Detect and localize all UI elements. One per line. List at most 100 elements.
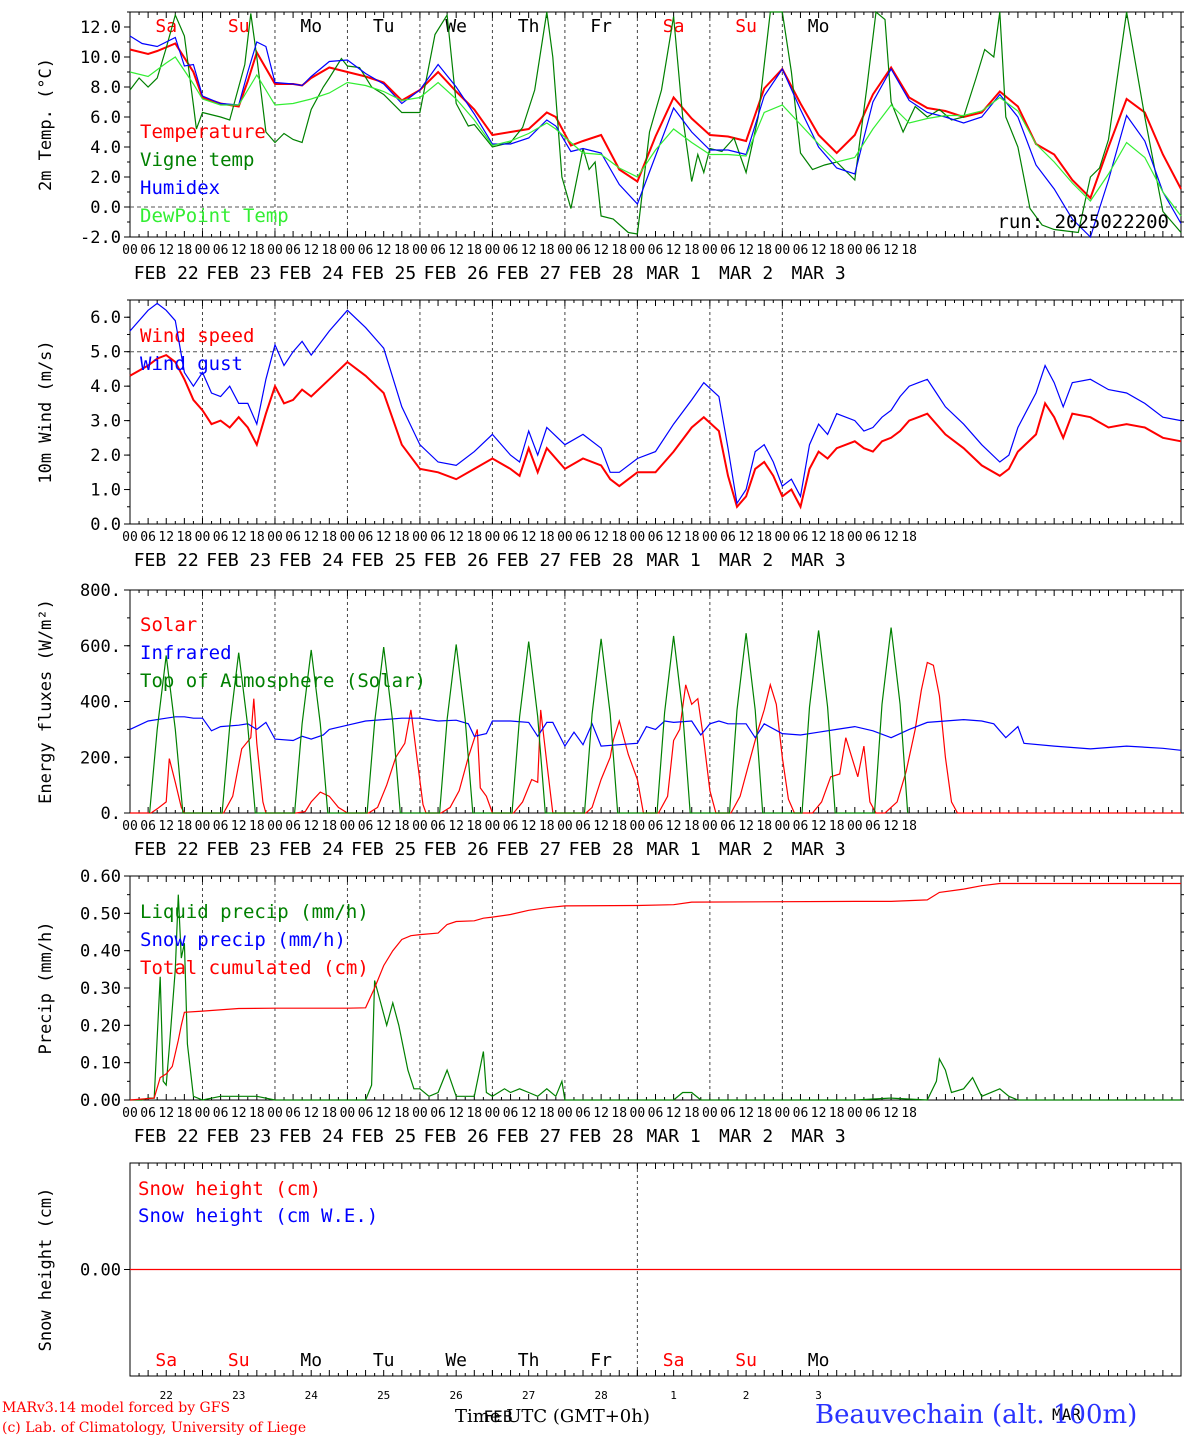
panel-1: -2.0 0.0 2.0 4.0 6.0 8.0 10.0 12.0 2m Temp. (°C)… xyxy=(36,10,1184,284)
hour-tick-label: 12 xyxy=(883,819,899,834)
hour-tick-label: 06 xyxy=(503,819,519,834)
hour-tick-label: 06 xyxy=(285,819,301,834)
hour-tick-label: 12 xyxy=(593,1106,609,1121)
date-label: FEB 23 xyxy=(206,263,271,284)
weekday-label: Su xyxy=(228,16,250,37)
hour-tick-label: 06 xyxy=(285,243,301,258)
hour-tick-label: 12 xyxy=(448,819,464,834)
hour-tick-label: 06 xyxy=(575,530,591,545)
hour-tick-label: 00 xyxy=(412,1106,428,1121)
hour-tick-label: 06 xyxy=(430,819,446,834)
hour-tick-label: 12 xyxy=(303,243,319,258)
hour-tick-label: 12 xyxy=(231,243,247,258)
month-label-mar: MAR xyxy=(1052,1405,1081,1424)
date-label: FEB 24 xyxy=(279,550,344,571)
day-number-label: 22 xyxy=(160,1389,173,1402)
y-tick-label: 10.0 xyxy=(80,48,121,68)
hour-tick-label: 00 xyxy=(775,1106,791,1121)
series-line-wind-gust xyxy=(129,302,1182,505)
date-label: FEB 26 xyxy=(424,263,489,284)
hour-tick-label: 00 xyxy=(557,530,573,545)
hour-tick-label: 06 xyxy=(575,243,591,258)
hour-tick-label: 00 xyxy=(267,819,283,834)
y-tick-label: 0.00 xyxy=(80,1091,121,1111)
hour-tick-label: 06 xyxy=(720,530,736,545)
weekday-label: Tu xyxy=(373,1350,395,1371)
plot-frame xyxy=(129,11,1182,238)
weekday-label: Mo xyxy=(300,1350,322,1371)
hour-tick-label: 06 xyxy=(720,1106,736,1121)
y-tick-label: 3.0 xyxy=(90,412,121,432)
hour-tick-label: 18 xyxy=(756,243,772,258)
hour-tick-label: 12 xyxy=(158,530,174,545)
hour-tick-label: 12 xyxy=(448,1106,464,1121)
legend-entry: Temperature xyxy=(140,121,266,143)
y-tick-label: 2.0 xyxy=(90,168,121,188)
hour-tick-label: 18 xyxy=(684,243,700,258)
panel-4: 0.00 0.10 0.20 0.30 0.40 0.50 0.60 Precip (mm/h… xyxy=(36,867,1184,1147)
hour-tick-label: 18 xyxy=(466,243,482,258)
hour-tick-label: 12 xyxy=(376,1106,392,1121)
hour-tick-label: 00 xyxy=(775,243,791,258)
hour-tick-label: 00 xyxy=(702,819,718,834)
hour-tick-label: 18 xyxy=(539,819,555,834)
legend-entry: Humidex xyxy=(140,177,220,199)
hour-tick-label: 00 xyxy=(122,1106,138,1121)
hour-tick-label: 06 xyxy=(503,1106,519,1121)
hour-tick-label: 00 xyxy=(630,243,646,258)
hour-tick-label: 18 xyxy=(901,530,917,545)
date-label: FEB 27 xyxy=(496,1126,561,1147)
y-tick-label: 0.20 xyxy=(80,1016,121,1036)
day-number-label: 25 xyxy=(377,1389,390,1402)
hour-tick-label: 18 xyxy=(901,819,917,834)
hour-tick-label: 00 xyxy=(340,1106,356,1121)
hour-tick-label: 12 xyxy=(883,243,899,258)
hour-tick-label: 12 xyxy=(811,530,827,545)
date-label: FEB 28 xyxy=(569,839,634,860)
hour-tick-label: 06 xyxy=(865,243,881,258)
hour-tick-label: 18 xyxy=(177,243,193,258)
weekday-label: Sa xyxy=(663,1350,685,1371)
hour-tick-label: 00 xyxy=(630,530,646,545)
plot-frame xyxy=(129,299,1182,525)
hour-tick-label: 06 xyxy=(648,243,664,258)
hour-tick-label: 06 xyxy=(720,819,736,834)
y-tick-label: 0.10 xyxy=(80,1054,121,1074)
series-line-wind-speed xyxy=(129,353,1182,510)
y-tick-label: 800. xyxy=(80,581,121,601)
date-label: FEB 26 xyxy=(424,839,489,860)
hour-tick-label: 18 xyxy=(177,530,193,545)
hour-tick-label: 00 xyxy=(702,530,718,545)
hour-tick-label: 18 xyxy=(321,530,337,545)
hour-tick-label: 18 xyxy=(539,530,555,545)
hour-tick-label: 18 xyxy=(829,243,845,258)
hour-tick-label: 00 xyxy=(267,1106,283,1121)
legend-entry: Top of Atmosphere (Solar) xyxy=(140,670,426,692)
date-label: FEB 22 xyxy=(134,263,199,284)
date-label: MAR 3 xyxy=(791,263,845,284)
hour-tick-label: 18 xyxy=(249,819,265,834)
hour-tick-label: 06 xyxy=(140,819,156,834)
hour-tick-label: 00 xyxy=(195,819,211,834)
weekday-label: Sa xyxy=(663,16,685,37)
date-label: FEB 24 xyxy=(279,263,344,284)
weekday-label: Mo xyxy=(808,1350,830,1371)
hour-tick-label: 00 xyxy=(412,243,428,258)
hour-tick-label: 00 xyxy=(412,819,428,834)
y-tick-label: 0.30 xyxy=(80,979,121,999)
hour-tick-label: 00 xyxy=(775,819,791,834)
date-label: MAR 2 xyxy=(719,263,773,284)
hour-tick-label: 00 xyxy=(122,243,138,258)
y-tick-label: 400. xyxy=(80,693,121,713)
hour-tick-label: 18 xyxy=(466,530,482,545)
series-line-top-of-atmosphere-solar- xyxy=(149,627,909,814)
y-tick-label: 1.0 xyxy=(90,481,121,501)
hour-tick-label: 06 xyxy=(213,1106,229,1121)
date-label: FEB 26 xyxy=(424,550,489,571)
hour-tick-label: 06 xyxy=(213,530,229,545)
y-axis-label: 10m Wind (m/s) xyxy=(36,340,56,483)
weekday-label: Fr xyxy=(590,16,612,37)
date-label: FEB 23 xyxy=(206,1126,271,1147)
date-label: MAR 1 xyxy=(647,550,701,571)
